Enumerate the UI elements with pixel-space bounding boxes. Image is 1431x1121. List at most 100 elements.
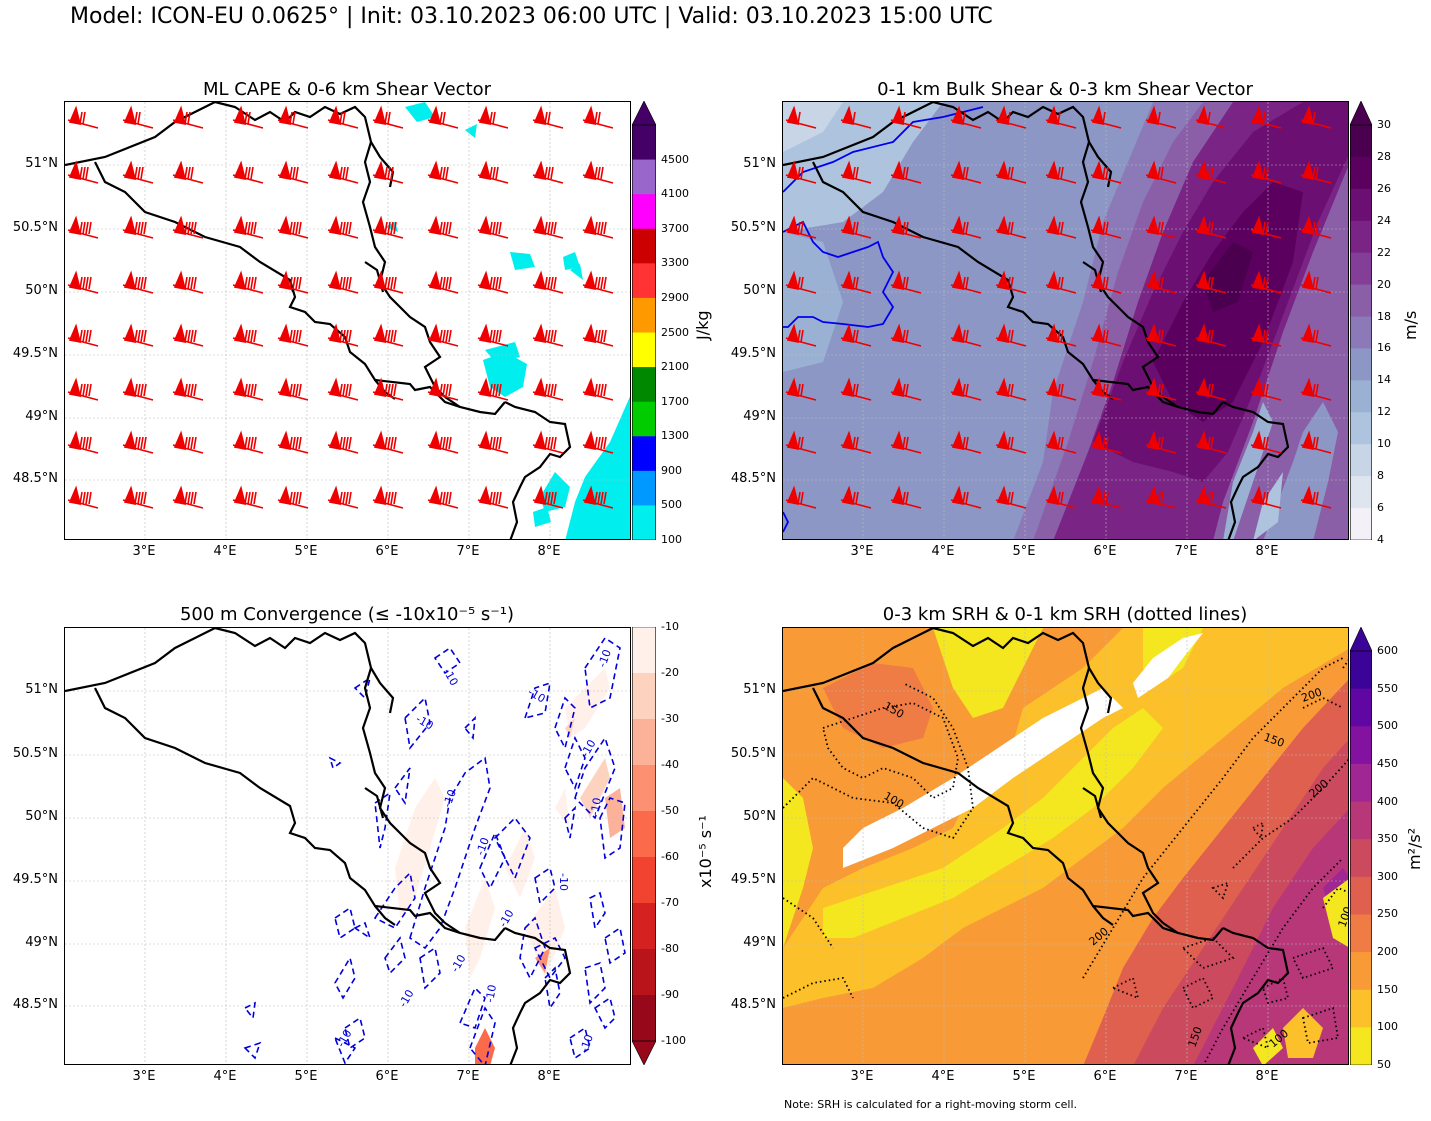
lat-tick-label: 49.5°N [12,872,58,887]
wind-barb [890,270,922,294]
colorbar-swatch [1350,348,1372,381]
wind-barb [890,485,922,509]
wind-barb [122,270,154,294]
wind-barb [950,160,982,184]
wind-barb [477,323,509,347]
colorbar-tick-label: -100 [661,1034,686,1047]
wind-barb [1045,485,1077,509]
lat-tick-label: 50.5°N [730,220,776,235]
colorbar-tick-label: 12 [1377,405,1391,419]
wind-barb [1250,323,1282,347]
wind-barb [172,377,204,401]
wind-barb [1195,160,1227,184]
wind-barb [327,270,359,294]
colorbar-swatch [1350,316,1372,349]
wind-barb [172,430,204,454]
colorbar-swatch [632,367,656,403]
cape-panel-title: ML CAPE & 0-6 km Shear Vector [202,79,492,100]
wind-barb [372,160,404,184]
colorbar-tick-label: 200 [1377,945,1398,959]
conv-contour-label: -10 [483,984,499,1004]
colorbar-tick-label: 14 [1377,373,1391,387]
wind-barb [840,160,872,184]
cape-wind-barbs [67,105,614,509]
lon-tick-label: 7°E [1174,1069,1198,1084]
wind-barb [277,377,309,401]
wind-barb [427,270,459,294]
colorbar-swatch [632,811,656,858]
colorbar-extend-arrow [631,100,657,126]
colorbar-tick-label: 2100 [661,360,689,374]
wind-barb [785,105,817,129]
lon-tick-label: 4°E [213,544,237,559]
wind-barb [582,323,614,347]
wind-barb [477,485,509,509]
wind-barb [1145,430,1177,454]
conv-contour-label: -10 [578,737,598,759]
wind-barb [1045,430,1077,454]
lon-tick-label: 3°E [850,1069,874,1084]
wind-barb [327,485,359,509]
wind-barb [427,323,459,347]
wind-barb [1045,215,1077,239]
wind-barb [995,430,1027,454]
lon-tick-label: 8°E [1255,1069,1279,1084]
wind-barb [172,215,204,239]
colorbar-tick-label: -90 [661,988,679,1001]
conv-contour-label: -10 [588,797,604,817]
srh-contour-label: 100 [882,789,907,811]
wind-barb [582,105,614,129]
lon-tick-label: 5°E [1012,544,1036,559]
srh-dotted-contours [783,657,1348,1064]
lat-tick-label: 49°N [743,409,776,424]
cape-unit-label: J/kg [693,310,712,340]
lon-tick-label: 6°E [375,544,399,559]
colorbar-tick-label: 1300 [661,429,689,443]
srh-contour-label: 150 [1262,731,1286,750]
shear-wind-barbs [785,105,1332,509]
colorbar-swatch [632,949,656,996]
lat-tick-label: 48.5°N [730,997,776,1012]
lon-tick-label: 6°E [375,1069,399,1084]
colorbar-tick-label: 10 [1377,437,1391,451]
lat-tick-label: 49°N [743,935,776,950]
colorbar-swatch [632,470,656,506]
srh-map: 150 100 200 150 200 200 100 150 100 [782,627,1349,1065]
wind-barb [327,377,359,401]
wind-barb [995,270,1027,294]
colorbar-tick-label: 4100 [661,187,689,201]
wind-barb [950,430,982,454]
wind-barb [1090,105,1122,129]
wind-barb [67,430,99,454]
colorbar-swatch [632,125,656,161]
lat-tick-label: 50.5°N [12,746,58,761]
wind-barb [372,270,404,294]
lon-tick-label: 6°E [1093,544,1117,559]
wind-barb [1195,270,1227,294]
wind-barb [122,377,154,401]
wind-barb [1300,105,1332,129]
wind-barb [122,215,154,239]
srh-colorbar [1349,626,1373,1066]
colorbar-tick-label: 3300 [661,256,689,270]
wind-barb [1250,160,1282,184]
wind-barb [1090,160,1122,184]
wind-barb [995,377,1027,401]
cape-colorbar-graphic [631,100,657,541]
colorbar-tick-label: -70 [661,896,679,909]
colorbar-tick-label: -40 [661,758,679,771]
conv-contour-label: -10 [448,952,468,974]
conv-colorbar-graphic [631,626,657,1066]
wind-barb [1145,323,1177,347]
colorbar-extend-arrow [1349,100,1373,126]
conv-borders [65,628,572,1064]
wind-barb [840,485,872,509]
wind-barb [477,270,509,294]
srh-gridlines [783,628,1348,1064]
colorbar-swatch [1350,156,1372,190]
lon-tick-label: 7°E [456,1069,480,1084]
wind-barb [890,430,922,454]
wind-barb [785,377,817,401]
wind-barb [372,323,404,347]
colorbar-swatch [1350,412,1372,445]
